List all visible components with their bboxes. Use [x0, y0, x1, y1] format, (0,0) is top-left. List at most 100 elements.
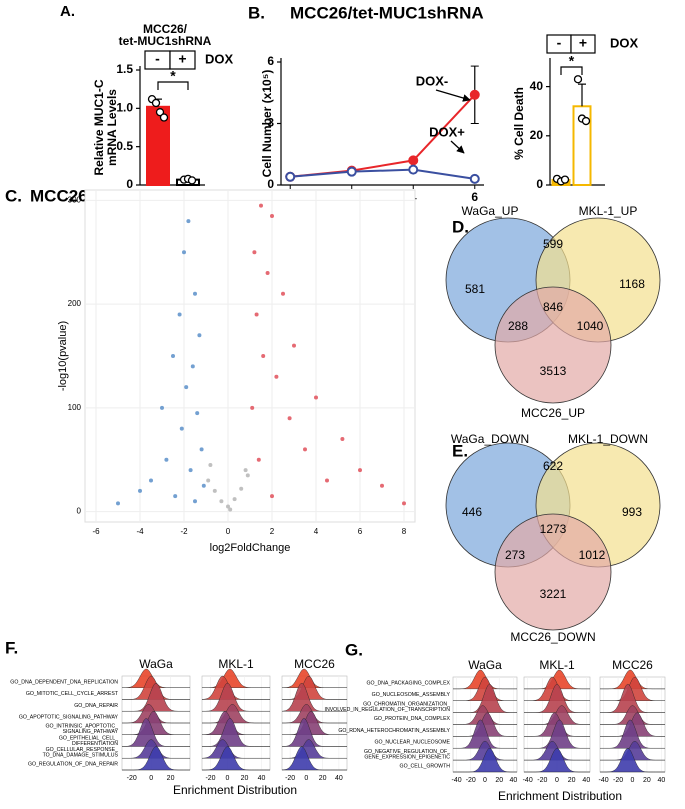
ridge [282, 675, 347, 700]
pathway-label: GO_CELL_GROWTH [400, 763, 451, 769]
ridge [201, 668, 271, 688]
y-axis-label: % Cell Death [512, 87, 526, 160]
x-tick-label: -6 [92, 527, 100, 536]
data-point [239, 486, 244, 491]
y-tick-label: 0 [267, 177, 274, 191]
y-axis-label: Relative MUC1-C [92, 79, 106, 175]
x-tick-label: 2 [270, 527, 275, 536]
region-count: 3513 [540, 364, 567, 378]
data-point [138, 488, 142, 493]
data-point [187, 176, 197, 185]
ridge [281, 682, 348, 712]
x-tick-label: -20 [205, 775, 215, 782]
panel-title: MCC26 [612, 658, 653, 672]
data-point [164, 457, 169, 462]
panel-title: MKL-1 [539, 658, 575, 672]
region-count: 846 [543, 300, 563, 314]
x-tick-label: 20 [167, 775, 175, 782]
data-point [303, 447, 307, 452]
y-tick-label: 6 [267, 54, 274, 68]
series-annotation: DOX+ [429, 124, 465, 139]
x-tick-label: -20 [285, 775, 295, 782]
panel-label: D. [452, 217, 469, 236]
data-point [149, 478, 153, 483]
x-tick-label: 0 [226, 527, 231, 536]
x-axis-label: Enrichment Distribution [498, 789, 622, 803]
ridge [452, 719, 518, 749]
x-tick-label: -20 [537, 777, 547, 784]
panel-title: WaGa [139, 657, 173, 671]
data-point [245, 473, 250, 478]
y-tick-label: 0 [536, 177, 543, 191]
y-tick-label: 200 [68, 299, 82, 308]
data-point [188, 468, 193, 473]
x-tick-label: 8 [402, 527, 407, 536]
ridge [600, 748, 665, 773]
x-tick-label: -40 [523, 777, 533, 784]
pathway-label: GO_NUCLEOSOME_ASSEMBLY [372, 692, 451, 698]
x-tick-label: 20 [319, 775, 327, 782]
panel-label: C. [5, 186, 22, 205]
set-label: MCC26_DOWN [510, 630, 595, 644]
y-tick-label: 20 [530, 128, 544, 142]
data-point [201, 483, 206, 488]
pathway-label: GO_NEGATIVE_REGULATION_OF_ [364, 749, 450, 755]
category: + [579, 35, 587, 51]
y-axis-label: mRNA Levels [105, 89, 119, 166]
pathway-label: GO_EPITHELIAL_CELL_ [59, 735, 118, 741]
x-tick-label: -40 [451, 777, 461, 784]
significance: * [170, 68, 176, 84]
data-point [243, 468, 248, 473]
y-tick-label: 300 [68, 195, 82, 204]
data-point [254, 312, 259, 317]
pathway-label: GO_DNA_DEPENDENT_DNA_REPLICATION [10, 679, 118, 685]
significance: * [569, 53, 575, 69]
data-point [206, 478, 211, 483]
x-tick-label: 20 [241, 775, 249, 782]
region-count: 993 [622, 505, 642, 519]
panel-title: MCC26 [294, 657, 335, 671]
data-point [358, 468, 362, 473]
data-point [380, 483, 384, 488]
x-tick-label: 40 [258, 775, 266, 782]
data-point [184, 385, 189, 390]
region-count: 1012 [579, 548, 606, 562]
series-annotation: DOX- [416, 73, 449, 88]
x-tick-label: 40 [657, 777, 665, 784]
region-count: 446 [462, 505, 482, 519]
pathway-label: GO_NUCLEAR_NUCLEOSOME [374, 740, 450, 746]
pathway-label: GO_CELLULAR_RESPONSE_ [46, 747, 118, 753]
x-tick-label: 0 [631, 777, 635, 784]
significance-bracket [560, 66, 583, 75]
ridge [281, 739, 348, 759]
data-point [314, 395, 318, 400]
y-tick-label: 0 [126, 177, 133, 191]
annotation-arrow [435, 89, 471, 102]
significance-bracket [157, 81, 189, 90]
table-cell [570, 34, 596, 54]
annotation-arrow [450, 140, 465, 154]
ridge [281, 668, 348, 688]
pathway-label: GENE_EXPRESSION_EPIGENETIC [364, 754, 450, 760]
data-point [274, 374, 279, 379]
ridge [201, 682, 271, 712]
ridge [281, 718, 347, 747]
y-tick-label: 100 [68, 403, 82, 412]
x-tick-label: 40 [335, 775, 343, 782]
pathway-label: TO_DNA_DAMAGE_STIMULUS [43, 753, 119, 759]
data-point [182, 250, 186, 255]
ridge [452, 740, 518, 761]
data-point [265, 271, 270, 275]
data-point [177, 312, 182, 317]
x-tick-label: -4 [136, 527, 144, 536]
title: MCC26/tet-MUC1shRNA [290, 3, 484, 22]
data-point [270, 494, 274, 499]
x-tick-label: -20 [127, 775, 137, 782]
ridge [201, 739, 271, 759]
ridge [523, 719, 591, 749]
y-tick-label: 0.5 [116, 139, 133, 153]
data-point [171, 354, 175, 358]
pathway-label: GO_INTRINSIC_APOPTOTIC_ [45, 724, 118, 730]
ridge [201, 675, 270, 700]
x-tick-label: 0 [483, 777, 487, 784]
